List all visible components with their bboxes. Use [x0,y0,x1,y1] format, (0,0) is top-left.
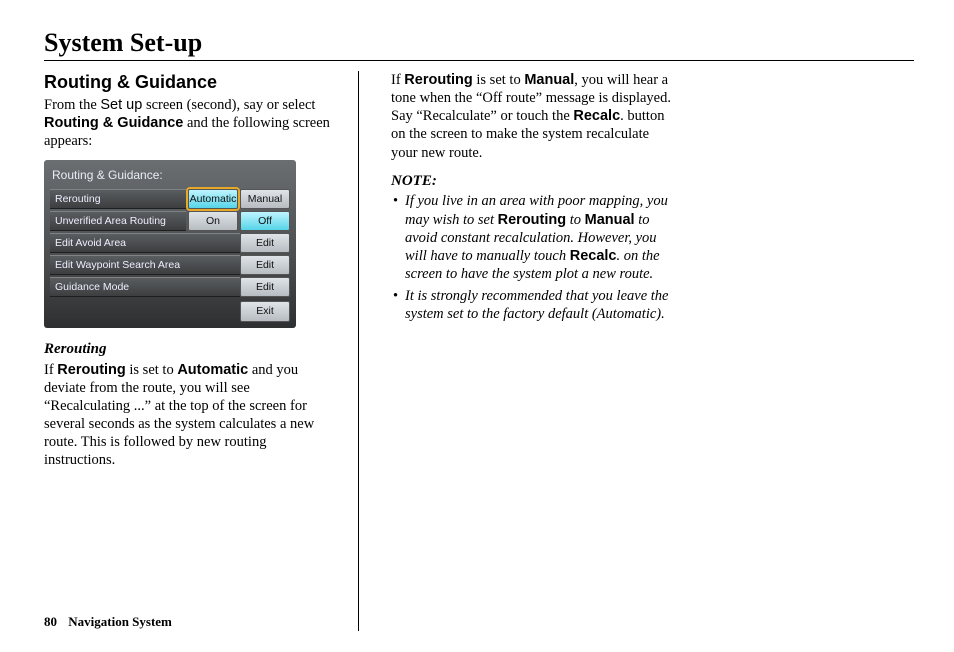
option-off[interactable]: Off [240,211,290,231]
note-label: NOTE: [391,172,677,191]
text-bold: Rerouting [57,362,125,378]
device-row-waypoint: Edit Waypoint Search Area Edit [50,255,290,275]
option-manual[interactable]: Manual [240,189,290,209]
note-list: If you live in an area with poor mapping… [391,192,677,323]
edit-button[interactable]: Edit [240,233,290,253]
text-bold: Recalc [570,248,617,264]
device-exit-row: Exit [50,301,290,322]
text-bold: Routing & Guidance [44,115,183,131]
edit-button[interactable]: Edit [240,277,290,297]
text-bold: Rerouting [498,212,566,228]
text: is set to [473,72,525,88]
text: If [44,362,57,378]
device-row-avoid: Edit Avoid Area Edit [50,233,290,253]
rerouting-paragraph: If Rerouting is set to Automatic and you… [44,361,330,470]
text-bold: Recalc [573,108,620,124]
device-screenshot: Routing & Guidance: Rerouting Automatic … [44,160,296,328]
manual-page: System Set-up Routing & Guidance From th… [0,0,954,652]
text: From the [44,97,100,113]
device-row-unverified: Unverified Area Routing On Off [50,211,290,231]
text-bold: Rerouting [404,72,472,88]
device-row-rerouting: Rerouting Automatic Manual [50,189,290,209]
edit-button[interactable]: Edit [240,255,290,275]
title-rule [44,60,914,61]
text: screen (second), say or select [142,97,315,113]
device-row-guidance: Guidance Mode Edit [50,277,290,297]
text: is set to [126,362,178,378]
exit-button[interactable]: Exit [240,301,290,322]
text-bold: Automatic [177,362,248,378]
note-item-2: It is strongly recommended that you leav… [391,287,677,323]
row-label: Edit Waypoint Search Area [50,255,240,275]
column-divider [358,71,359,631]
page-footer: 80 Navigation System [44,614,172,630]
row-label: Rerouting [50,189,186,209]
text-bold: Manual [585,212,635,228]
page-title: System Set-up [44,28,914,58]
device-screen-title: Routing & Guidance: [50,166,290,189]
row-label: Guidance Mode [50,277,240,297]
intro-paragraph: From the Set up screen (second), say or … [44,96,330,150]
manual-paragraph: If Rerouting is set to Manual, you will … [391,71,677,162]
option-automatic[interactable]: Automatic [188,189,238,209]
text: to [566,212,585,228]
text-bold: Manual [524,72,574,88]
page-number: 80 [44,614,57,629]
section-heading: Routing & Guidance [44,71,330,94]
text-setup: Set up [100,97,142,113]
option-on[interactable]: On [188,211,238,231]
two-column-layout: Routing & Guidance From the Set up scree… [44,71,914,631]
text: If [391,72,404,88]
book-title: Navigation System [68,614,172,629]
note-item-1: If you live in an area with poor mapping… [391,192,677,283]
column-right: If Rerouting is set to Manual, you will … [391,71,677,631]
column-left: Routing & Guidance From the Set up scree… [44,71,330,631]
row-label: Unverified Area Routing [50,211,186,231]
subheading-rerouting: Rerouting [44,340,330,359]
row-label: Edit Avoid Area [50,233,240,253]
